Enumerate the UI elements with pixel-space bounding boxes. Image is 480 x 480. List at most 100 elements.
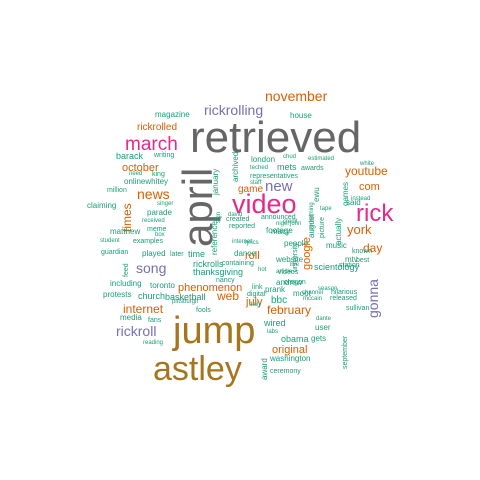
word-hilarious: hilarious bbox=[331, 289, 358, 296]
word-examples: examples bbox=[133, 238, 163, 245]
word-instead: instead bbox=[351, 196, 370, 202]
word-reading: reading bbox=[143, 340, 163, 346]
word-games: games bbox=[341, 182, 350, 206]
word-time: time bbox=[188, 249, 205, 259]
word-credit: credit bbox=[283, 219, 298, 225]
word-pittsburgh: pittsburgh bbox=[172, 299, 198, 305]
word-obama: obama bbox=[281, 334, 309, 344]
word-house: house bbox=[290, 111, 312, 120]
word-astley: astley bbox=[153, 350, 242, 388]
word-andrew: andrew bbox=[276, 278, 302, 287]
word-teched: teched bbox=[250, 165, 268, 171]
word-fans: fans bbox=[148, 317, 162, 324]
word-phenomenon: phenomenon bbox=[178, 282, 242, 294]
word-staff: staff bbox=[250, 180, 262, 186]
word-writing: writing bbox=[153, 152, 174, 159]
word-london: london bbox=[251, 155, 275, 164]
word-million: million bbox=[107, 187, 127, 194]
word-station: station bbox=[339, 262, 360, 269]
word-digital: digital bbox=[247, 291, 266, 298]
word-church: church bbox=[138, 291, 165, 301]
word-january: january bbox=[211, 169, 220, 196]
word-music: music bbox=[326, 241, 347, 250]
word-people: people bbox=[284, 239, 309, 248]
word-box: box bbox=[155, 232, 165, 238]
word-performing: performing bbox=[309, 202, 315, 231]
word-videos: videos bbox=[278, 269, 299, 276]
word-released: released bbox=[330, 295, 357, 302]
word-internet: internet bbox=[123, 302, 164, 316]
word-created: created bbox=[226, 216, 249, 223]
word-march: march bbox=[125, 134, 178, 155]
word-rick: rick bbox=[356, 200, 394, 227]
word-news: news bbox=[137, 186, 170, 202]
word-sign: sign bbox=[216, 212, 222, 223]
word-york: york bbox=[347, 222, 372, 237]
word-tape: tape bbox=[320, 206, 332, 212]
word-nancy: nancy bbox=[216, 277, 235, 284]
word-archived: archived bbox=[231, 152, 240, 182]
word-gets: gets bbox=[311, 334, 326, 343]
word-channel: channel bbox=[302, 290, 323, 296]
word-november: november bbox=[265, 88, 328, 104]
word-actually: actually bbox=[334, 218, 343, 245]
word-said: said bbox=[346, 198, 361, 207]
word-video: video bbox=[232, 189, 297, 219]
word-live: live bbox=[290, 262, 300, 268]
word-guardian: guardian bbox=[101, 249, 128, 256]
word-april: april bbox=[174, 168, 221, 247]
word-bbc: bbc bbox=[271, 295, 287, 306]
word-received: received bbox=[142, 218, 165, 224]
word-best: best bbox=[356, 257, 369, 264]
word-references: references bbox=[210, 217, 219, 255]
word-barack: barack bbox=[116, 151, 144, 161]
word-season: season bbox=[318, 286, 337, 292]
word-day: day bbox=[363, 241, 382, 255]
word-mccain: mccain bbox=[303, 296, 322, 302]
word-lyrics: lyrics bbox=[245, 240, 259, 246]
word-white: white bbox=[359, 161, 375, 167]
word-matthew: matthew bbox=[110, 227, 140, 236]
word-award: award bbox=[260, 358, 269, 380]
word-scientology: scientology bbox=[314, 262, 360, 272]
word-hot: hot bbox=[258, 267, 267, 273]
word-labs: labs bbox=[267, 329, 278, 335]
word-song: song bbox=[136, 260, 166, 276]
word-daily: daily bbox=[249, 302, 261, 308]
word-website: website bbox=[275, 255, 304, 264]
word-fools: fools bbox=[196, 307, 211, 314]
word-announced: announced bbox=[261, 214, 296, 221]
word-february: february bbox=[267, 303, 311, 317]
word-magazine: magazine bbox=[155, 110, 190, 119]
word-new: new bbox=[265, 178, 293, 195]
word-internet: internet bbox=[232, 239, 252, 245]
word-picture: picture bbox=[319, 217, 326, 238]
word-rickrolled: rickrolled bbox=[137, 122, 177, 133]
word-student: student bbox=[100, 238, 120, 244]
word-known: known bbox=[352, 248, 372, 255]
word-retrieved: retrieved bbox=[190, 113, 361, 162]
word-washington: washington bbox=[269, 354, 310, 363]
word-university: university bbox=[292, 242, 299, 272]
word-played: played bbox=[142, 249, 166, 258]
word-representatives: representatives bbox=[250, 173, 298, 180]
word-august: august bbox=[307, 213, 316, 238]
word-sullivan: sullivan bbox=[346, 305, 369, 312]
word-dance: dance bbox=[234, 249, 256, 258]
word-basketball: basketball bbox=[165, 292, 206, 302]
word-july: july bbox=[245, 296, 263, 308]
word-rickroll: rickroll bbox=[116, 323, 156, 339]
word-mtv: mtv bbox=[345, 255, 358, 264]
word-prank: prank bbox=[265, 285, 286, 294]
word-awards: awards bbox=[301, 165, 324, 172]
word-article: article bbox=[276, 269, 293, 275]
word-mets: mets bbox=[277, 162, 297, 172]
word-link: link bbox=[252, 284, 263, 291]
word-chud: chud bbox=[283, 154, 296, 160]
word-singer: singer bbox=[157, 201, 173, 207]
word-september: september bbox=[342, 335, 349, 369]
word-wired: wired bbox=[263, 318, 286, 328]
word-john: john bbox=[289, 221, 301, 227]
word-october: october bbox=[122, 162, 159, 174]
